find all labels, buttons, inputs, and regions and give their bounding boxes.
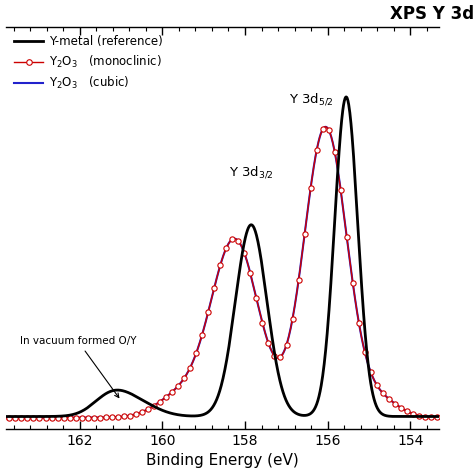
- Text: In vacuum formed O/Y: In vacuum formed O/Y: [19, 336, 136, 398]
- X-axis label: Binding Energy (eV): Binding Energy (eV): [146, 454, 299, 468]
- Text: Y 3d$_{3/2}$: Y 3d$_{3/2}$: [229, 164, 273, 180]
- Text: Y 3d$_{5/2}$: Y 3d$_{5/2}$: [289, 91, 334, 107]
- Text: XPS Y 3d: XPS Y 3d: [390, 5, 474, 23]
- Legend: Y-metal (reference), Y$_2$O$_3$   (monoclinic), Y$_2$O$_3$   (cubic): Y-metal (reference), Y$_2$O$_3$ (monocli…: [11, 33, 165, 94]
